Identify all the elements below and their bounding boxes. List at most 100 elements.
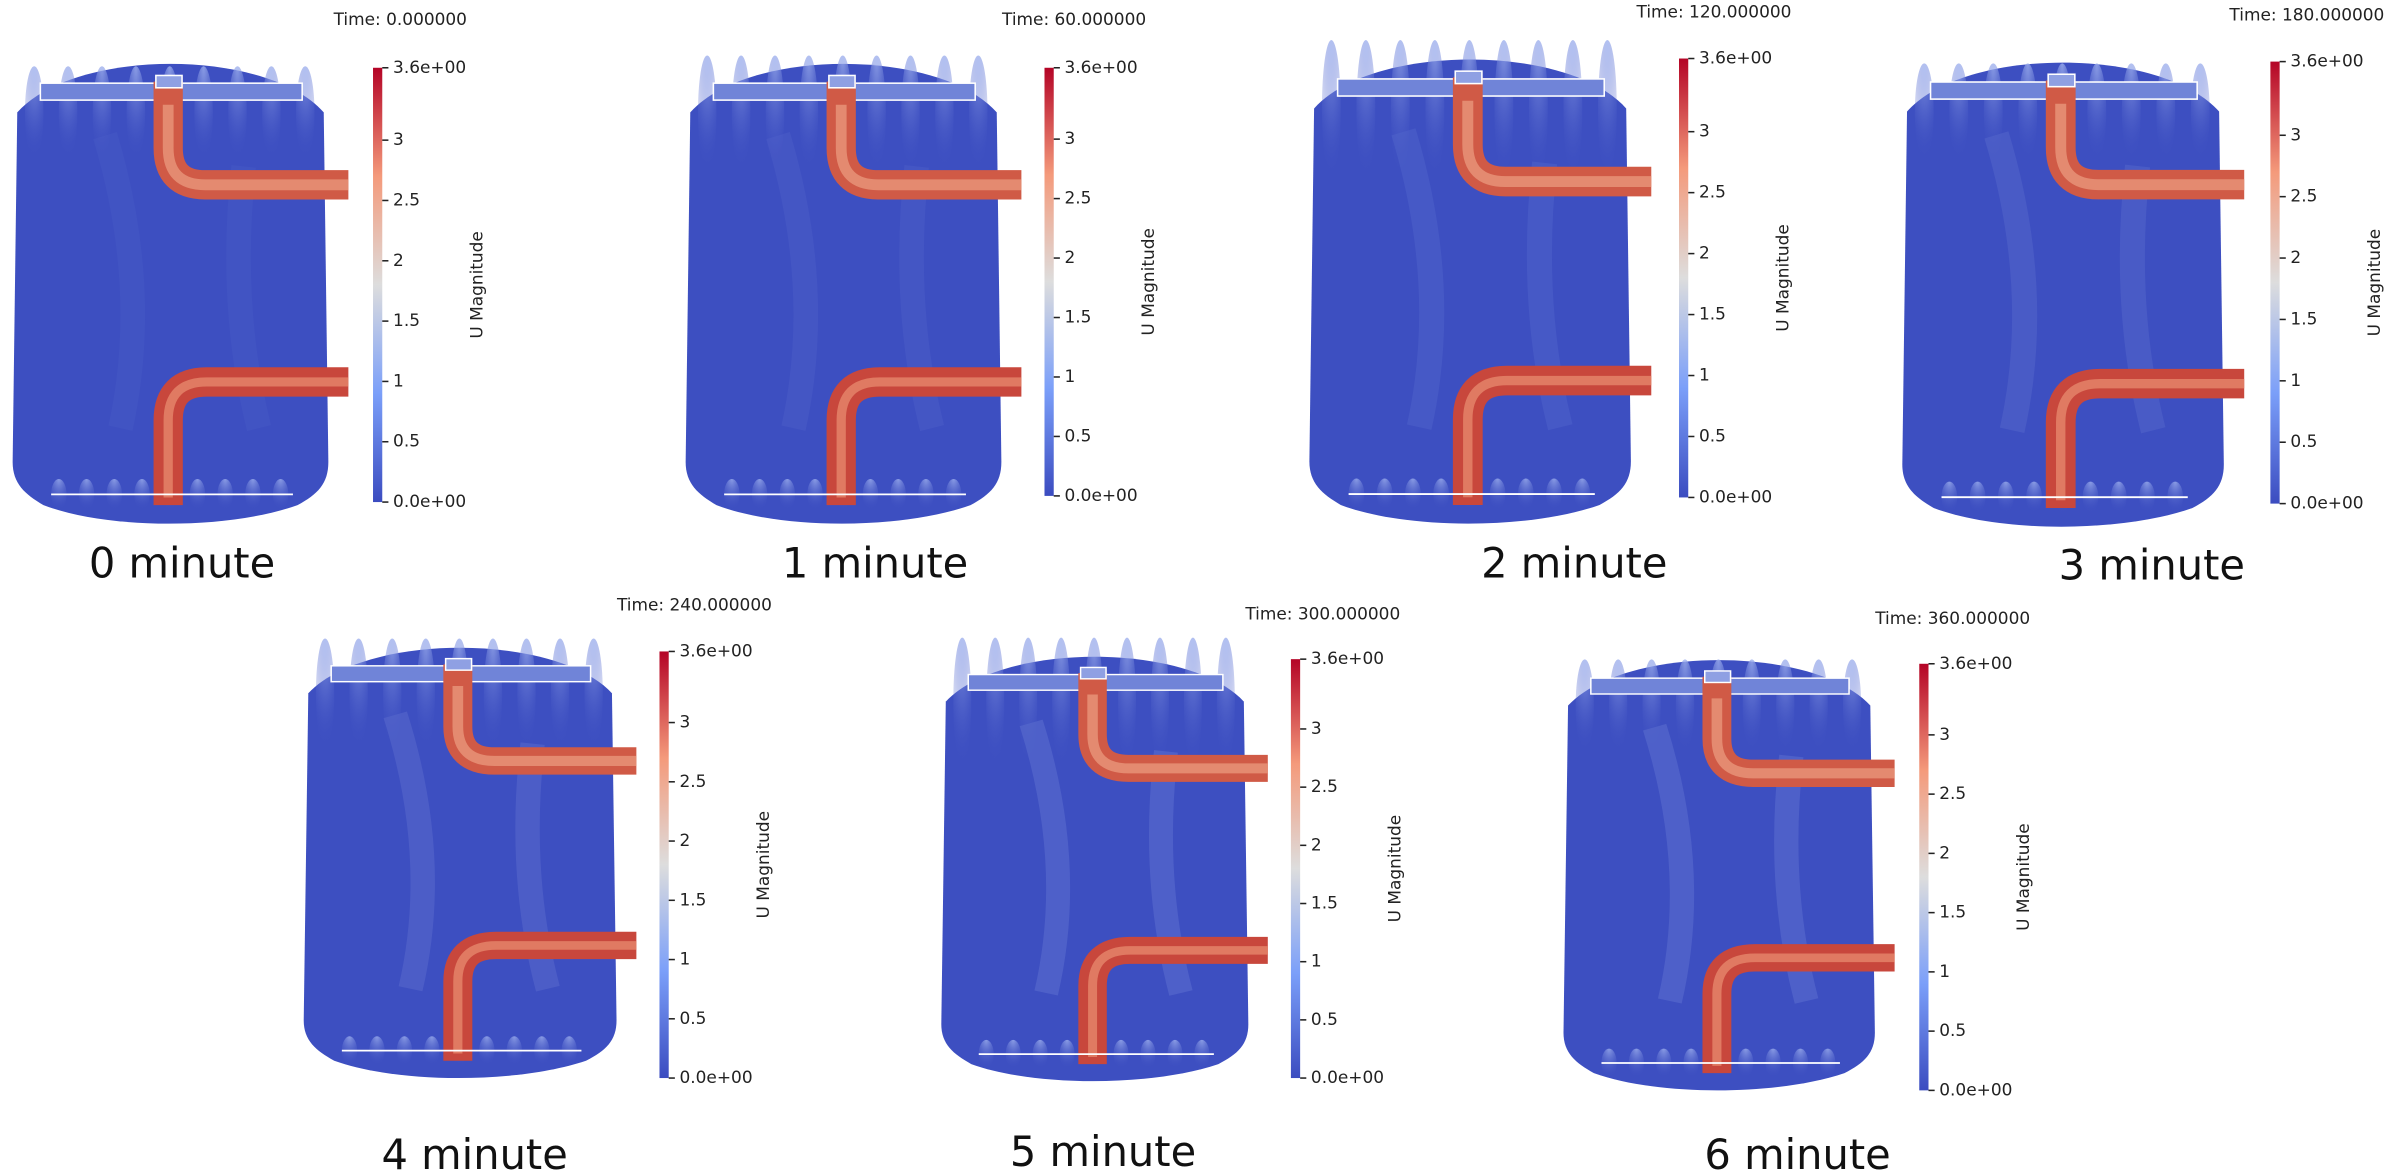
plume	[1118, 638, 1136, 766]
plume	[969, 55, 987, 169]
colorbar-tick-label: 1.5	[2290, 308, 2317, 328]
time-label: Time: 300.000000	[1244, 603, 1400, 623]
colorbar	[1044, 68, 1053, 496]
colorbar-tick-label: 3	[1699, 121, 1710, 141]
plume	[698, 55, 716, 169]
colorbar-tick-label: 3	[1939, 724, 1950, 744]
plume	[2156, 63, 2175, 159]
colorbar-title: U Magnitude	[1773, 224, 1793, 332]
plume	[584, 638, 602, 748]
panel-caption: 4 minute	[382, 1130, 568, 1172]
plume	[417, 638, 435, 748]
colorbar	[2270, 62, 2279, 504]
colorbar-tick-label: 3.6e+00	[1065, 57, 1138, 77]
colorbar-tick-label: 3.6e+00	[1699, 48, 1772, 68]
plume	[316, 638, 334, 748]
colorbar-tick-label: 2.5	[1065, 188, 1092, 208]
plume	[1609, 659, 1627, 751]
plume	[732, 55, 750, 169]
colorbar	[1291, 659, 1300, 1078]
plume	[296, 66, 314, 158]
colorbar-tick-label: 3.6e+00	[679, 640, 752, 660]
plume	[2087, 63, 2106, 159]
tank-render	[686, 55, 1022, 523]
plume	[1052, 638, 1070, 766]
colorbar-tick-label: 2.5	[679, 771, 706, 791]
colorbar-tick-label: 0.5	[1699, 425, 1726, 445]
panel-caption: 5 minute	[1010, 1127, 1196, 1172]
colorbar-tick-label: 0.5	[679, 1008, 706, 1028]
time-label: Time: 360.000000	[1874, 608, 2030, 628]
panel-caption: 6 minute	[1704, 1130, 1890, 1172]
connector	[1705, 671, 1731, 683]
colorbar-tick-label: 2	[1311, 834, 1322, 854]
plume	[986, 638, 1004, 766]
plume	[349, 638, 367, 748]
colorbar-tick-label: 2	[679, 830, 690, 850]
colorbar-tick-label: 2	[393, 250, 404, 270]
colorbar-tick-label: 3	[1065, 128, 1076, 148]
colorbar-tick-label: 3.6e+00	[1939, 653, 2012, 673]
connector	[1081, 667, 1106, 678]
colorbar-title: U Magnitude	[2364, 229, 2384, 337]
colorbar-tick-label: 1.5	[1065, 307, 1092, 327]
plume	[25, 66, 43, 158]
colorbar-tick-label: 1.5	[679, 889, 706, 909]
colorbar-tick-label: 2.5	[1939, 783, 1966, 803]
plume	[2018, 63, 2037, 159]
plume	[1217, 638, 1235, 766]
colorbar-tick-label: 3	[393, 129, 404, 149]
colorbar-tick-label: 1.5	[1311, 893, 1338, 913]
time-label: Time: 240.000000	[616, 594, 772, 614]
plume	[867, 55, 885, 169]
plume	[1776, 659, 1794, 751]
colorbar-tick-label: 1	[1699, 365, 1710, 385]
colorbar-tick-label: 1	[1311, 951, 1322, 971]
tank-render	[304, 638, 637, 1078]
tank-render	[13, 64, 349, 524]
colorbar-tick-label: 2.5	[393, 189, 420, 209]
colorbar-tick-label: 0.5	[1065, 425, 1092, 445]
plume	[1598, 40, 1617, 177]
time-label: Time: 60.000000	[1001, 9, 1146, 29]
plume	[194, 66, 212, 158]
connector	[156, 75, 182, 87]
plume	[1576, 659, 1594, 751]
plume	[1676, 659, 1694, 751]
colorbar	[1919, 664, 1928, 1091]
colorbar-tick-label: 2.5	[1699, 182, 1726, 202]
plume	[484, 638, 502, 748]
colorbar-tick-label: 3.6e+00	[393, 57, 466, 77]
plume	[1425, 40, 1444, 177]
tank-render	[1902, 63, 2244, 527]
connector	[829, 75, 855, 87]
colorbar-tick-label: 2	[1699, 243, 1710, 263]
colorbar-tick-label: 0.5	[2290, 431, 2317, 451]
colorbar-title: U Magnitude	[2013, 823, 2033, 931]
plume	[1843, 659, 1861, 751]
colorbar-title: U Magnitude	[467, 231, 487, 339]
connector	[1455, 71, 1482, 83]
colorbar	[659, 651, 668, 1078]
plume	[2191, 63, 2210, 159]
plume	[1494, 40, 1513, 177]
colorbar-tick-label: 3.6e+00	[1311, 648, 1384, 668]
figure: Time: 0.0000000 minute3.6e+0032.521.510.…	[0, 0, 2397, 1172]
plume	[2122, 63, 2141, 159]
plume	[953, 638, 971, 766]
plume	[1529, 40, 1548, 177]
colorbar-tick-label: 1.5	[1699, 304, 1726, 324]
plume	[228, 66, 246, 158]
time-label: Time: 120.000000	[1636, 1, 1792, 21]
connector	[2048, 74, 2075, 86]
colorbar-tick-label: 0.0e+00	[1311, 1067, 1384, 1087]
colorbar-tick-label: 0.0e+00	[1065, 485, 1138, 505]
plume	[935, 55, 953, 169]
time-label: Time: 180.000000	[2228, 4, 2384, 24]
colorbar-tick-label: 1.5	[393, 310, 420, 330]
plume	[517, 638, 535, 748]
plume	[1151, 638, 1169, 766]
